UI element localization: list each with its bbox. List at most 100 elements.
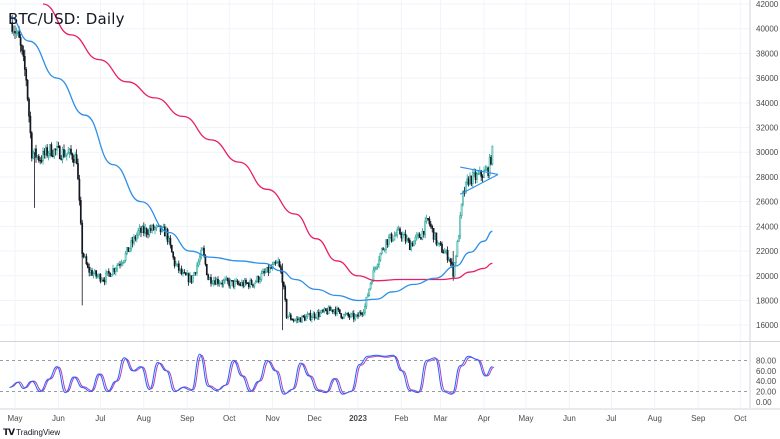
- candle-body: [145, 228, 148, 235]
- candle-body: [211, 283, 214, 285]
- candle-body: [371, 281, 373, 284]
- candle-body: [364, 305, 366, 313]
- candle-body: [301, 315, 303, 323]
- candle-body: [92, 273, 95, 276]
- candle: [358, 310, 361, 317]
- candle: [287, 316, 289, 320]
- candle: [75, 149, 78, 165]
- candle: [418, 232, 421, 238]
- candle: [177, 260, 180, 274]
- candle-body: [22, 50, 25, 57]
- candle: [147, 229, 149, 239]
- candle: [86, 262, 89, 269]
- candle-body: [169, 237, 172, 246]
- candle: [39, 157, 42, 165]
- candle: [214, 276, 217, 286]
- candle-body: [383, 248, 386, 251]
- candle: [471, 169, 474, 189]
- candle-body: [404, 233, 407, 242]
- candle-body: [343, 314, 345, 319]
- candle-body: [298, 317, 301, 321]
- candle-body: [128, 247, 131, 252]
- candle-body: [44, 147, 47, 155]
- candle: [235, 277, 238, 282]
- candle: [28, 97, 30, 123]
- candle-body: [11, 22, 14, 32]
- candle: [434, 231, 436, 240]
- candle-body: [30, 132, 33, 159]
- candle-body: [309, 312, 312, 320]
- candle-body: [340, 313, 343, 318]
- candle-body: [277, 261, 280, 263]
- candle-body: [222, 280, 225, 285]
- candle-body: [134, 236, 137, 240]
- candle-body: [100, 279, 103, 282]
- candle: [169, 235, 172, 249]
- candle-body: [267, 266, 270, 273]
- candle-body: [344, 313, 347, 316]
- candle: [135, 232, 138, 243]
- candle-body: [65, 153, 68, 156]
- candle: [96, 273, 99, 279]
- candle-body: [306, 314, 309, 317]
- candle: [295, 316, 298, 324]
- candle-body: [329, 306, 331, 311]
- candle-body: [53, 148, 56, 157]
- candle-body: [154, 227, 156, 231]
- candle: [154, 226, 156, 235]
- candle: [410, 241, 413, 252]
- candle-body: [292, 319, 295, 322]
- candle: [215, 277, 218, 285]
- candle: [58, 144, 61, 160]
- candle-body: [336, 307, 338, 315]
- candle: [21, 44, 23, 55]
- candle-body: [39, 159, 42, 162]
- time-tick-label: Sep: [180, 414, 195, 423]
- candle: [260, 270, 263, 282]
- candle: [401, 231, 404, 242]
- candle: [238, 280, 240, 287]
- candle: [333, 309, 336, 315]
- candle-body: [191, 275, 194, 283]
- candle-body: [77, 163, 79, 180]
- candle: [175, 260, 177, 267]
- candle-body: [42, 150, 44, 161]
- candle-body: [282, 282, 285, 287]
- candle-body: [487, 167, 490, 176]
- candle-body: [226, 278, 229, 282]
- candle-body: [113, 268, 116, 272]
- candle: [123, 260, 126, 264]
- candle-body: [84, 256, 86, 258]
- candle-body: [131, 240, 134, 244]
- candle: [77, 158, 79, 180]
- candle-body: [303, 316, 306, 321]
- candle: [156, 225, 159, 228]
- candle: [485, 165, 488, 171]
- candle: [163, 223, 166, 237]
- candle: [16, 29, 19, 36]
- candle-body: [89, 270, 92, 273]
- candle: [274, 260, 277, 266]
- candle-body: [149, 228, 152, 231]
- candle: [193, 271, 196, 276]
- candle-body: [410, 243, 413, 251]
- candle-body: [46, 147, 49, 156]
- candle: [263, 268, 266, 277]
- tradingview-brand[interactable]: 𝗧𝗩 TradingView: [3, 427, 60, 438]
- candle-body: [183, 272, 186, 274]
- candle: [369, 281, 372, 291]
- candle: [126, 247, 128, 256]
- candle-body: [120, 263, 123, 265]
- candle-body: [417, 233, 420, 236]
- candle-body: [228, 280, 231, 287]
- candle-body: [378, 259, 380, 265]
- candle: [413, 240, 415, 247]
- candle: [56, 141, 58, 156]
- candle: [351, 310, 354, 318]
- candle: [85, 253, 88, 266]
- price-tick-label: 16000: [756, 321, 779, 330]
- candle: [375, 266, 378, 271]
- candle: [268, 265, 271, 274]
- candle-body: [105, 272, 107, 283]
